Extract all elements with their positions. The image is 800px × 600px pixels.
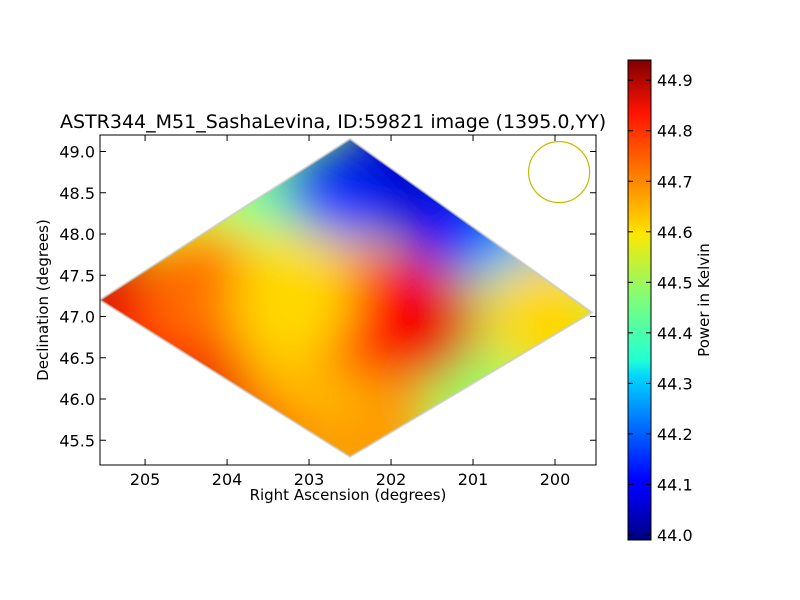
colorbar-tick-label: 44.3 xyxy=(657,374,693,393)
x-tick-label: 201 xyxy=(458,470,489,489)
x-tick-label: 200 xyxy=(540,470,571,489)
y-tick-label: 47.5 xyxy=(59,266,95,285)
colorbar-tick-label: 44.0 xyxy=(657,526,693,545)
y-tick-label: 45.5 xyxy=(59,431,95,450)
footprint-edge xyxy=(100,137,594,458)
colorbar-label: Power in Kelvin xyxy=(695,243,713,357)
colorbar-tick-label: 44.2 xyxy=(657,425,693,444)
x-axis-ticks: 205 204 203 202 201 200 xyxy=(130,135,570,489)
heat-blobs xyxy=(100,139,592,457)
y-tick-label: 46.0 xyxy=(59,390,95,409)
colorbar-tick-label: 44.6 xyxy=(657,223,693,242)
heatmap xyxy=(100,137,594,458)
y-tick-label: 46.5 xyxy=(59,349,95,368)
y-tick-label: 48.5 xyxy=(59,184,95,203)
y-tick-label: 49.0 xyxy=(59,143,95,162)
colorbar-ticks: 44.0 44.1 44.2 44.3 44.4 44.5 44.6 44.7 44.8 44.9 xyxy=(628,71,693,545)
x-tick-label: 202 xyxy=(376,470,407,489)
heat-region xyxy=(140,229,265,354)
x-axis-label: Right Ascension (degrees) xyxy=(250,486,447,504)
heat-region xyxy=(230,238,355,362)
colorbar-tick-label: 44.4 xyxy=(657,324,693,343)
plot-title: ASTR344_M51_SashaLevina, ID:59821 image … xyxy=(60,111,606,133)
beam-circle xyxy=(527,141,591,204)
colorbar-tick-label: 44.7 xyxy=(657,172,693,191)
colorbar-gradient xyxy=(627,59,652,541)
y-tick-label: 48.0 xyxy=(59,225,95,244)
colorbar: 44.0 44.1 44.2 44.3 44.4 44.5 44.6 44.7 44.8 44.9… xyxy=(627,59,713,545)
axes-frame xyxy=(99,134,597,466)
y-tick-label: 47.0 xyxy=(59,308,95,327)
x-tick-label: 204 xyxy=(212,470,243,489)
y-axis-ticks: 45.5 46.0 46.5 47.0 47.5 48.0 48.5 49.0 xyxy=(59,143,596,450)
x-tick-label: 205 xyxy=(130,470,161,489)
x-tick-label: 203 xyxy=(294,470,325,489)
colorbar-tick-label: 44.1 xyxy=(657,475,693,494)
y-axis-label: Declination (degrees) xyxy=(34,219,52,381)
colorbar-tick-label: 44.5 xyxy=(657,273,693,292)
colorbar-tick-label: 44.8 xyxy=(657,122,693,141)
colorbar-tick-label: 44.9 xyxy=(657,71,693,90)
